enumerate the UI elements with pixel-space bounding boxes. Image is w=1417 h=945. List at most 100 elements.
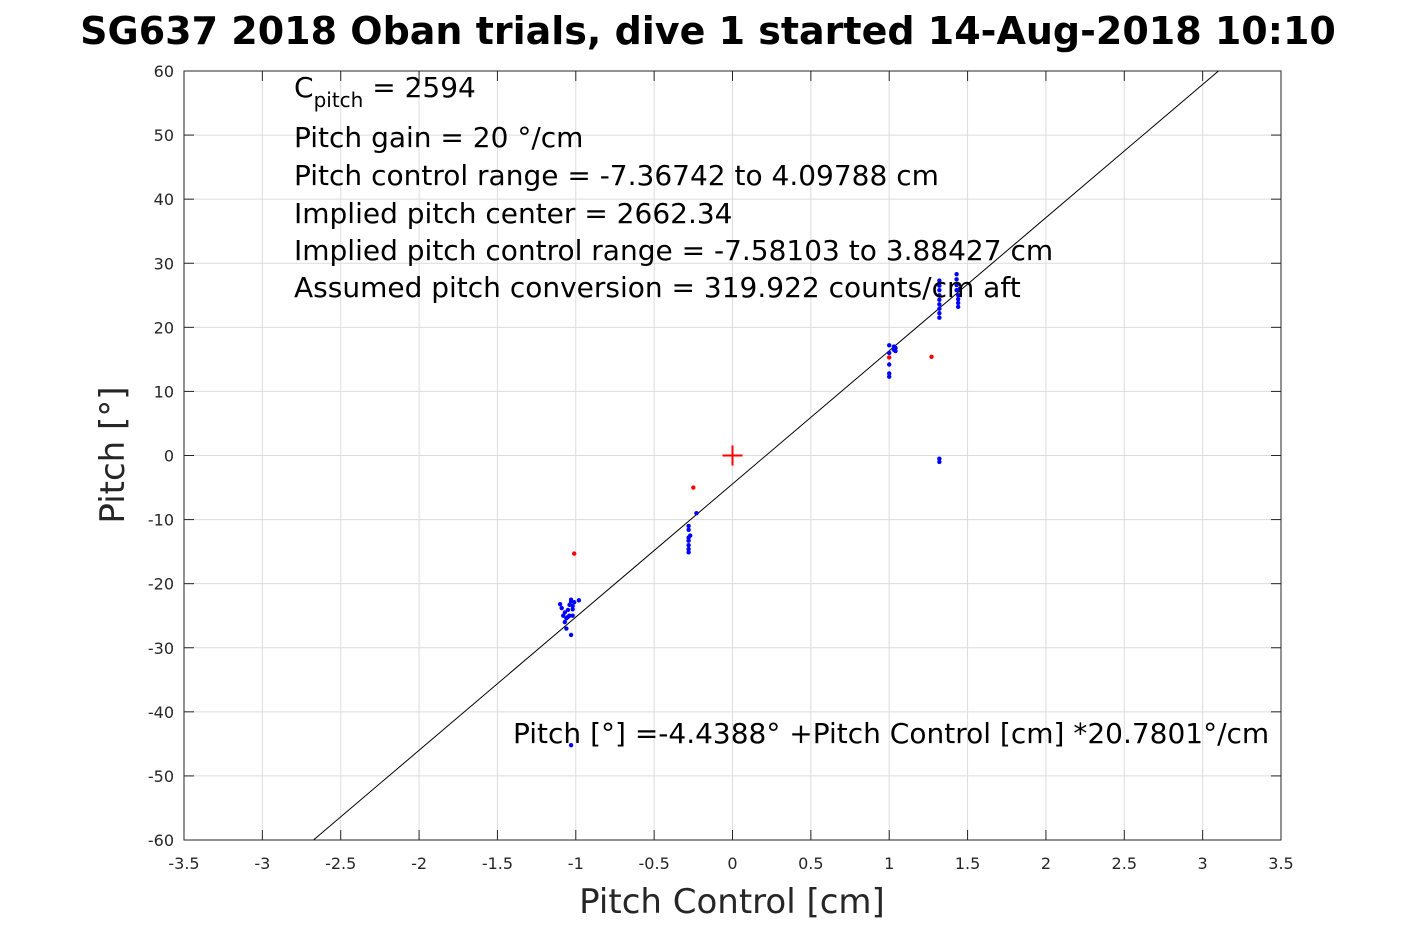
x-tick-label: -0.5 [639,854,670,873]
x-tick-label: 0.5 [798,854,823,873]
x-tick-label: -2 [411,854,427,873]
blue-data-point [957,286,962,292]
annotation-c-pitch: Cpitch = 2594 [294,71,476,112]
y-tick-label: 30 [154,254,174,273]
blue-data-point [937,287,942,293]
c-pitch-subscript: pitch [314,88,364,112]
y-tick-label: 60 [154,62,174,81]
red-data-point [887,355,892,360]
fit-equation-label: Pitch [°] =-4.4388° +Pitch Control [cm] … [513,717,1269,750]
y-tick-label: 10 [154,382,174,401]
y-tick-label: 20 [154,318,174,337]
x-tick-label: 3.5 [1268,854,1293,873]
blue-data-point [937,283,942,288]
blue-data-point [954,271,959,277]
annotation-pitch-gain: Pitch gain = 20 °/cm [294,121,583,154]
c-pitch-prefix: C [294,71,314,104]
x-tick-label: 3 [1198,854,1208,873]
blue-data-point [568,597,574,602]
blue-data-point [557,601,563,607]
blue-data-point [572,600,577,605]
blue-data-point [954,282,959,288]
x-tick-label: -3.5 [168,854,199,873]
x-tick-label: -3 [254,854,270,873]
grid [183,70,1282,841]
x-tick-label: 0 [727,854,737,873]
annotation-implied-pitch-control-range: Implied pitch control range = -7.58103 t… [294,234,1053,267]
x-tick-label: 1.5 [955,854,980,873]
y-tick-label: 0 [164,447,174,466]
blue-data-point [568,742,574,748]
blue-data-point [564,626,569,631]
blue-data-point [687,533,693,538]
c-pitch-value: = 2594 [363,71,476,104]
blue-data-point [955,304,961,310]
x-tick-label: 2 [1041,854,1051,873]
blue-data-point [955,300,961,306]
blue-data-point [570,607,575,612]
blue-data-point [576,598,582,603]
blue-data-point [887,362,892,367]
annotation-implied-pitch-center: Implied pitch center = 2662.34 [294,197,732,230]
fit-line [313,70,1219,841]
blue-data-point [955,293,961,298]
blue-data-point [559,605,564,611]
blue-data-point [686,546,691,552]
y-tick-label: -30 [148,639,174,658]
blue-data-point [686,538,691,543]
blue-data-point [954,277,959,282]
blue-data-point [893,348,898,354]
red-data-point [691,485,696,490]
y-tick-label: -60 [148,831,174,850]
plus-marker [722,445,743,466]
blue-data-point [937,293,942,298]
blue-data-point [686,527,691,533]
y-tick-label: -10 [148,511,174,530]
blue-data-point [565,607,571,613]
blue-data-point [887,350,892,356]
x-tick-label: -2.5 [325,854,356,873]
y-tick-label: 40 [154,190,174,209]
x-tick-label: -1 [568,854,584,873]
annotation-block: Cpitch = 2594 Pitch gain = 20 °/cm Pitch… [294,71,1053,304]
x-axis-label: Pitch Control [cm] [579,882,885,922]
blue-data-point [686,550,691,555]
y-tick-label: -40 [148,703,174,722]
blue-data-point [937,278,942,283]
blue-data-point [686,523,691,529]
blue-data-point [887,371,892,376]
blue-data-point [937,456,942,461]
blue-data-point [937,306,942,311]
x-tick-label: 1 [884,854,894,873]
red-data-point [572,551,577,556]
red-data-point [929,354,934,360]
blue-data-point [893,345,898,351]
blue-data-point [567,613,572,618]
chart-title: SG637 2018 Oban trials, dive 1 started 1… [80,9,1336,53]
blue-data-point [562,610,568,615]
y-axis-label: Pitch [°] [93,386,133,523]
blue-data-point [568,632,574,638]
blue-data-point [887,374,892,379]
blue-data-point [570,603,575,609]
blue-data-point [570,613,575,618]
blue-data-point [937,459,942,465]
blue-data-point [937,315,942,320]
x-tick-label: -1.5 [482,854,513,873]
blue-data-point [562,619,568,625]
y-tick-label: -50 [148,767,174,786]
blue-data-point [937,297,942,302]
y-tick-label: 50 [154,126,174,145]
annotation-pitch-control-range: Pitch control range = -7.36742 to 4.0978… [294,159,939,192]
annotation-assumed-pitch-conversion: Assumed pitch conversion = 319.922 count… [294,271,1021,304]
x-axis-ticks: -3.5 -3 -2.5 -2 -1.5 -1 -0.5 0 0.5 1 1.5 2 2.5 3 3.5 [168,71,1294,873]
x-tick-label: 2.5 [1112,854,1137,873]
blue-data-point [686,543,691,548]
blue-data-point [937,311,942,316]
blue-data-point [694,510,699,516]
data-points [557,271,962,748]
y-tick-label: -20 [148,575,174,594]
blue-data-point [955,296,961,302]
blue-data-point [937,302,942,307]
